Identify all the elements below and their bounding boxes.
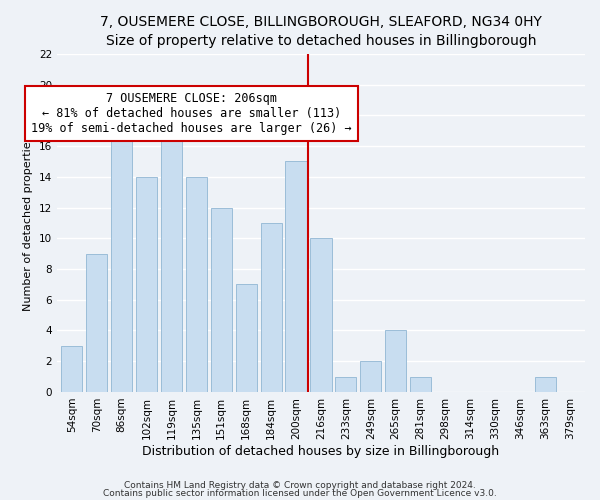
Bar — [260, 223, 281, 392]
Bar — [111, 116, 132, 392]
Bar — [236, 284, 257, 392]
Title: 7, OUSEMERE CLOSE, BILLINGBOROUGH, SLEAFORD, NG34 0HY
Size of property relative : 7, OUSEMERE CLOSE, BILLINGBOROUGH, SLEAF… — [100, 15, 542, 48]
Bar — [86, 254, 107, 392]
Bar — [136, 177, 157, 392]
Bar — [61, 346, 82, 392]
Bar — [335, 376, 356, 392]
Bar — [410, 376, 431, 392]
Bar — [360, 361, 382, 392]
Text: Contains HM Land Registry data © Crown copyright and database right 2024.: Contains HM Land Registry data © Crown c… — [124, 480, 476, 490]
Text: Contains public sector information licensed under the Open Government Licence v3: Contains public sector information licen… — [103, 489, 497, 498]
Bar — [161, 130, 182, 392]
Bar — [310, 238, 332, 392]
X-axis label: Distribution of detached houses by size in Billingborough: Distribution of detached houses by size … — [142, 444, 499, 458]
Bar — [535, 376, 556, 392]
Bar — [385, 330, 406, 392]
Bar — [286, 162, 307, 392]
Y-axis label: Number of detached properties: Number of detached properties — [23, 135, 33, 310]
Bar — [211, 208, 232, 392]
Bar — [186, 177, 207, 392]
Text: 7 OUSEMERE CLOSE: 206sqm
← 81% of detached houses are smaller (113)
19% of semi-: 7 OUSEMERE CLOSE: 206sqm ← 81% of detach… — [31, 92, 352, 136]
